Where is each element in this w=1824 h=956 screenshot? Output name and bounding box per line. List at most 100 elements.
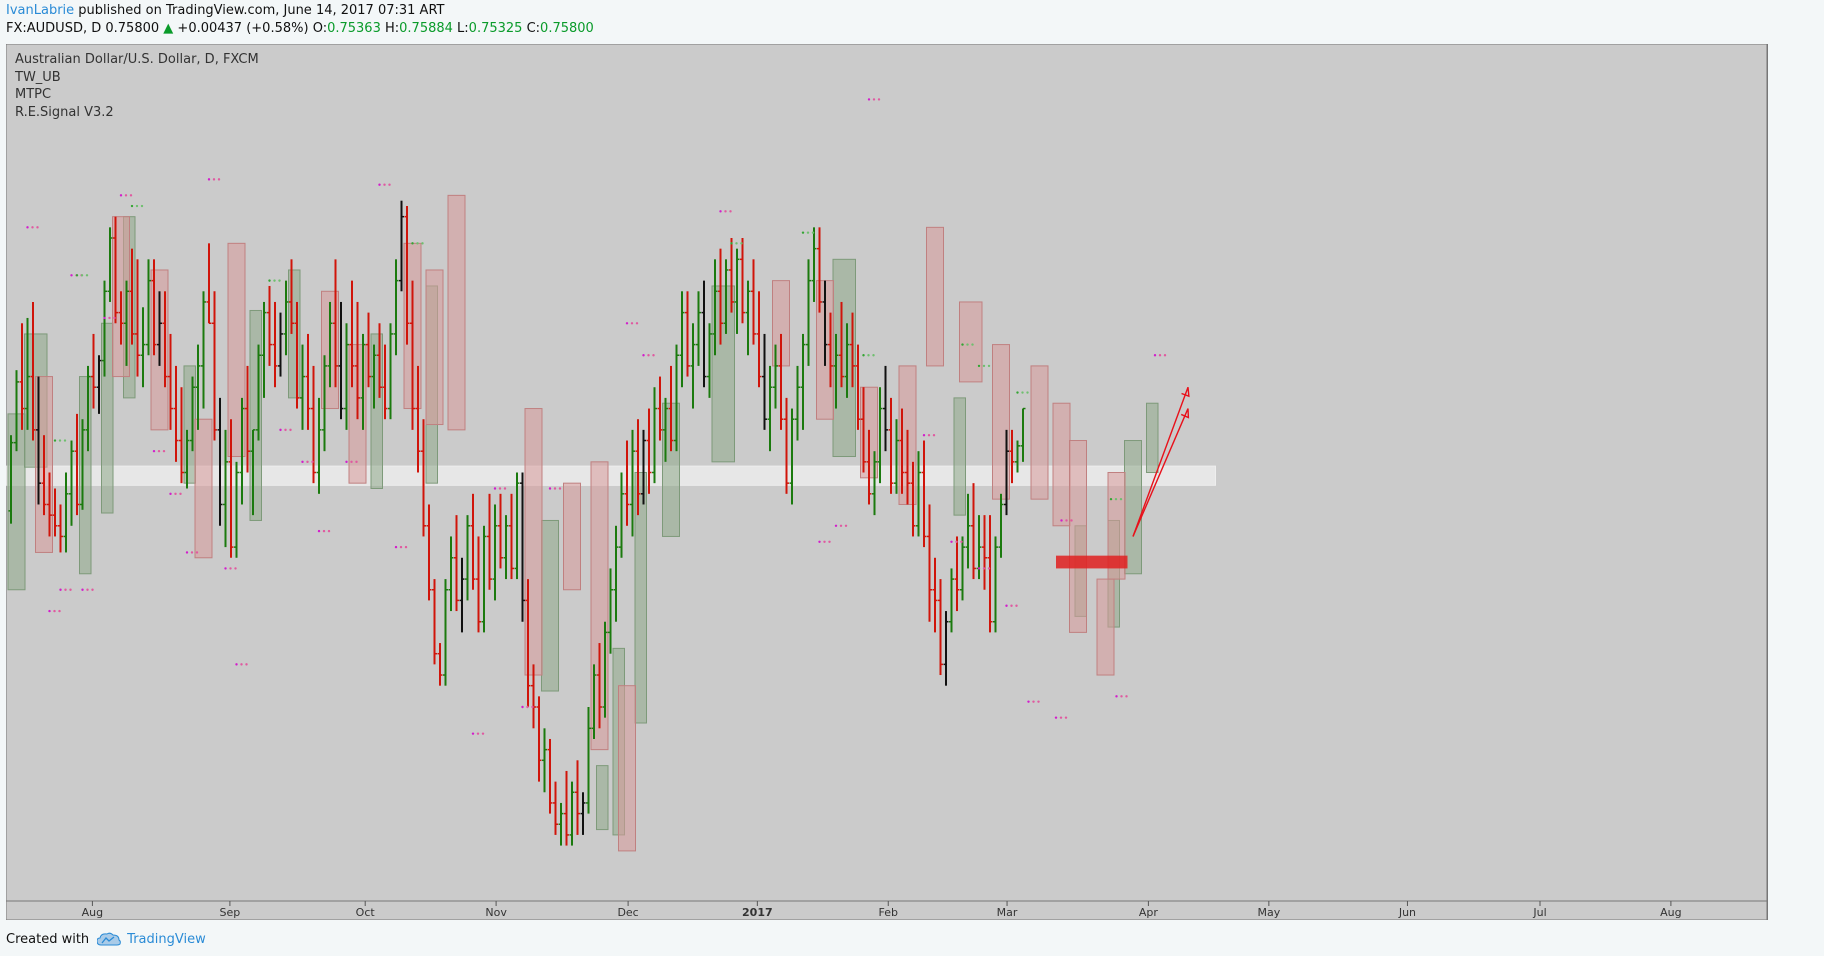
- signal-dots-magenta: [81, 588, 94, 591]
- signal-dot: [1064, 716, 1068, 719]
- candle: [613, 525, 619, 622]
- candle: [190, 376, 195, 452]
- candle: [921, 440, 927, 548]
- candle: [712, 259, 718, 356]
- candle: [833, 333, 839, 409]
- price-chart[interactable]: 0.790000.785000.780000.775000.770000.766…: [6, 44, 1768, 920]
- signal-dot: [719, 210, 722, 213]
- candle: [157, 291, 162, 366]
- candle: [113, 216, 118, 324]
- candle: [80, 419, 85, 510]
- signal-dot: [1065, 519, 1068, 522]
- up-zone-box: [953, 397, 966, 516]
- signal-dot: [1016, 391, 1019, 394]
- candle: [487, 493, 492, 590]
- signal-dot: [652, 354, 655, 357]
- candle: [74, 413, 80, 516]
- candle: [910, 461, 916, 537]
- signal-dot: [416, 242, 419, 245]
- candle: [811, 227, 817, 302]
- candles-layer: [8, 200, 1026, 846]
- candle: [982, 515, 987, 590]
- signal-dot: [1027, 700, 1030, 703]
- candle: [124, 280, 129, 366]
- x-tick-label: Jul: [1532, 906, 1546, 919]
- candle: [69, 440, 74, 526]
- candle: [663, 397, 668, 462]
- candle: [938, 579, 943, 676]
- author-link[interactable]: IvanLabrie: [6, 3, 75, 18]
- signal-dot: [108, 316, 111, 320]
- close-value: 0.75800: [540, 21, 594, 36]
- candle: [52, 488, 58, 537]
- down-zone-box: [590, 461, 609, 751]
- down-zone-box: [425, 269, 444, 426]
- signal-dot: [345, 460, 348, 464]
- signal-dots-magenta: [950, 540, 963, 543]
- signal-dot: [383, 183, 386, 186]
- down-zone-box: [959, 301, 983, 383]
- candle: [795, 365, 800, 441]
- signal-dots-magenta: [471, 732, 485, 735]
- candle: [498, 493, 503, 569]
- signal-dot: [828, 540, 831, 543]
- candle: [8, 435, 14, 524]
- signal-dot: [1120, 695, 1123, 698]
- signal-dot: [207, 178, 211, 181]
- candle: [382, 344, 388, 420]
- signal-dot: [306, 460, 309, 464]
- signal-dot: [394, 545, 398, 549]
- signal-dot: [647, 354, 650, 357]
- candle: [217, 397, 223, 526]
- candle: [701, 280, 707, 388]
- candle: [696, 291, 701, 366]
- low-value: 0.75325: [468, 21, 523, 36]
- candle: [630, 429, 635, 537]
- signal-dot: [64, 588, 67, 591]
- tradingview-brand-link[interactable]: TradingView: [97, 932, 206, 947]
- signals-layer: [26, 98, 1167, 735]
- signal-dots-green: [1016, 391, 1029, 394]
- candle: [514, 472, 520, 580]
- candle: [641, 429, 646, 505]
- signal-dot: [1153, 354, 1157, 357]
- up-zone-box: [711, 285, 735, 463]
- signal-dot: [124, 194, 128, 197]
- candle: [410, 280, 415, 430]
- candle: [1015, 440, 1020, 473]
- candle: [333, 259, 338, 388]
- candle: [707, 323, 712, 398]
- signal-dot: [521, 705, 524, 709]
- candle: [476, 536, 481, 633]
- candle: [597, 643, 602, 729]
- signal-dot: [268, 279, 271, 282]
- signal-dot: [289, 428, 292, 432]
- signal-dot: [1032, 700, 1035, 703]
- candle: [844, 323, 850, 398]
- down-zone-box: [447, 194, 466, 431]
- signal-dot: [558, 487, 562, 490]
- candle: [745, 280, 751, 356]
- signal-dot: [811, 231, 815, 234]
- signal-dot: [961, 343, 964, 346]
- signal-dot: [48, 609, 51, 613]
- candle: [58, 504, 63, 553]
- signal-dots-magenta: [301, 460, 314, 464]
- candle: [206, 243, 212, 325]
- candle: [905, 429, 910, 505]
- candle: [723, 259, 729, 334]
- signal-dot: [53, 609, 56, 613]
- signal-dot: [113, 316, 116, 320]
- candle: [63, 472, 69, 553]
- signal-dot: [152, 449, 156, 453]
- candle: [690, 323, 696, 409]
- candle: [646, 408, 652, 494]
- chart-area[interactable]: 0.790000.785000.780000.775000.770000.766…: [6, 44, 1768, 920]
- candle: [250, 429, 256, 516]
- signal-dot: [195, 551, 199, 554]
- x-tick-label: Aug: [82, 906, 103, 919]
- signal-dots-magenta: [235, 663, 248, 666]
- candle: [234, 461, 239, 558]
- candle: [784, 397, 789, 494]
- candle: [888, 397, 894, 494]
